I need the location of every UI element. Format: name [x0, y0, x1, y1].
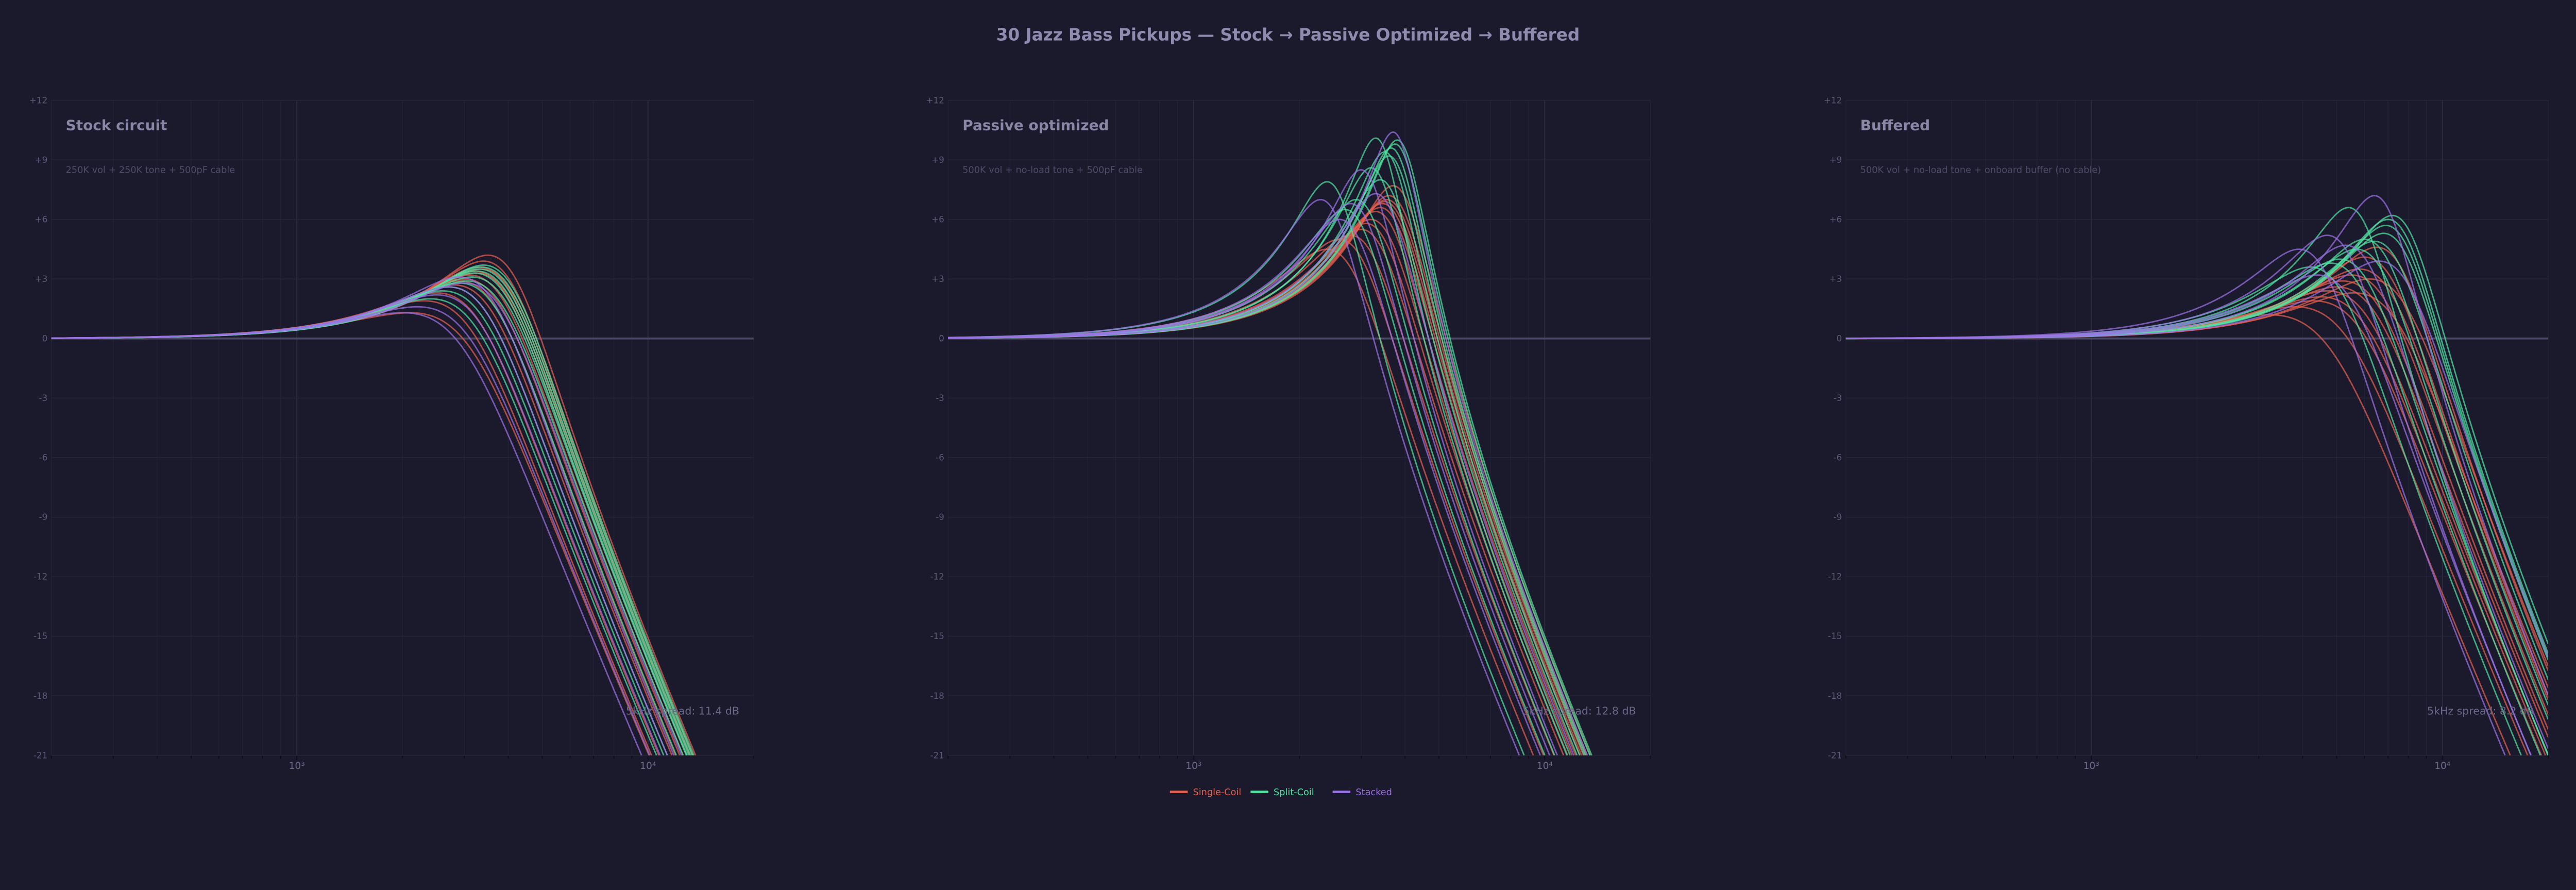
y-tick-label: +3 [1829, 274, 1842, 284]
panel-title: Passive optimized [962, 117, 1109, 134]
y-tick-label: -21 [33, 750, 47, 760]
x-tick-label: 10⁴ [640, 761, 656, 771]
chart-figure: 30 Jazz Bass Pickups — Stock → Passive O… [29, 25, 2549, 798]
y-tick-label: -9 [1834, 512, 1842, 522]
spread-annotation: 5kHz spread: 11.4 dB [626, 705, 739, 717]
legend-label-single: Single-Coil [1193, 787, 1242, 798]
curve-split [1845, 266, 2522, 755]
curve-single [1845, 314, 2511, 755]
curve-single [51, 284, 673, 755]
curve-single [51, 312, 650, 755]
panel-title: Stock circuit [66, 117, 167, 134]
y-tick-label: +9 [1829, 155, 1842, 165]
curves [51, 254, 697, 755]
curve-single [948, 198, 1586, 755]
legend: Single-Coil Split-Coil Stacked [1170, 787, 1392, 798]
curve-split [948, 143, 1591, 755]
y-tick-label: +3 [931, 274, 944, 284]
y-tick-label: -18 [930, 691, 944, 701]
y-tick-label: 0 [42, 333, 48, 344]
curve-split [51, 266, 693, 755]
panel-1: +12 +9 +6 +3 0 -3 -6 -9 -12 -15 -18 -21 10³ 10⁴ Stock … [29, 95, 754, 771]
y-tick-label: -15 [930, 631, 944, 641]
figure-title: 30 Jazz Bass Pickups — Stock → Passive O… [996, 25, 1580, 44]
panel-2: +12 +9 +6 +3 0 -3 -6 -9 -12 -15 -18 -21 10³ 10⁴ Passiv… [926, 95, 1651, 771]
curve-single [948, 184, 1591, 755]
curve-split [948, 151, 1581, 755]
curve-split [51, 272, 688, 755]
curve-single [51, 292, 660, 755]
y-tick-label: -18 [1828, 691, 1842, 701]
y-tick-label: +6 [35, 214, 48, 224]
curve-split [51, 286, 668, 755]
y-tick-label: 0 [939, 333, 944, 344]
y-tick-label: -6 [39, 452, 48, 463]
curve-single [51, 254, 697, 755]
panel-subtitle: 500K vol + no-load tone + 500pF cable [962, 165, 1143, 175]
y-tick-label: +12 [29, 95, 47, 105]
y-tick-label: 0 [1837, 333, 1842, 344]
y-tick-label: -6 [1834, 452, 1842, 463]
panel-subtitle: 250K vol + 250K tone + 500pF cable [66, 165, 235, 175]
y-tick-label: +6 [931, 214, 944, 224]
y-tick-label: -9 [936, 512, 944, 522]
y-tick-label: -18 [33, 691, 47, 701]
y-tick-label: -15 [33, 631, 47, 641]
curve-single [51, 274, 684, 755]
curve-stacked [51, 312, 642, 755]
curve-stacked [51, 294, 661, 755]
curve-stacked [51, 282, 683, 755]
curve-split [51, 280, 684, 755]
curve-single [51, 300, 652, 755]
curve-split [51, 282, 677, 755]
x-tick-label: 10⁴ [2434, 761, 2450, 771]
curve-split [51, 276, 687, 755]
curve-stacked [51, 286, 668, 755]
y-tick-label: +6 [1829, 214, 1842, 224]
y-tick-label: -3 [936, 393, 944, 403]
curve-single [948, 195, 1588, 755]
curves [948, 131, 1592, 755]
y-tick-label: +3 [35, 274, 48, 284]
y-tick-label: -12 [930, 572, 944, 582]
y-tick-label: -3 [1834, 393, 1842, 403]
y-tick-label: -12 [1828, 572, 1842, 582]
y-tick-label: -6 [936, 452, 944, 463]
curve-split [51, 298, 657, 755]
legend-label-stacked: Stacked [1355, 787, 1392, 798]
y-tick-label: +9 [35, 155, 48, 165]
y-tick-label: -21 [930, 750, 944, 760]
y-tick-label: +9 [931, 155, 944, 165]
y-tick-label: -3 [39, 393, 48, 403]
curve-stacked [948, 193, 1574, 755]
x-tick-label: 10³ [2083, 761, 2099, 771]
curve-stacked [948, 198, 1520, 755]
y-tick-label: -12 [33, 572, 47, 582]
panel-subtitle: 500K vol + no-load tone + onboard buffer… [1860, 165, 2102, 175]
spread-annotation: 5kHz spread: 12.8 dB [1523, 705, 1636, 717]
x-tick-label: 10³ [1185, 761, 1201, 771]
panel-title: Buffered [1860, 117, 1930, 134]
y-tick-label: +12 [1824, 95, 1842, 105]
curve-split [51, 290, 665, 755]
curves [1845, 195, 2548, 755]
curve-stacked [1845, 274, 2532, 755]
x-tick-label: 10⁴ [1537, 761, 1553, 771]
x-tick-label: 10³ [289, 761, 305, 771]
y-tick-label: -15 [1828, 631, 1842, 641]
legend-label-split: Split-Coil [1274, 787, 1314, 798]
y-tick-label: -9 [39, 512, 48, 522]
panel-3: +12 +9 +6 +3 0 -3 -6 -9 -12 -15 -18 -21 10³ 10⁴ Buffer… [1824, 95, 2549, 771]
y-tick-label: +12 [926, 95, 944, 105]
spread-annotation: 5kHz spread: 8.2 dB [2427, 705, 2534, 717]
y-tick-label: -21 [1828, 750, 1842, 760]
curve-stacked [948, 131, 1588, 755]
curve-split [51, 268, 691, 755]
